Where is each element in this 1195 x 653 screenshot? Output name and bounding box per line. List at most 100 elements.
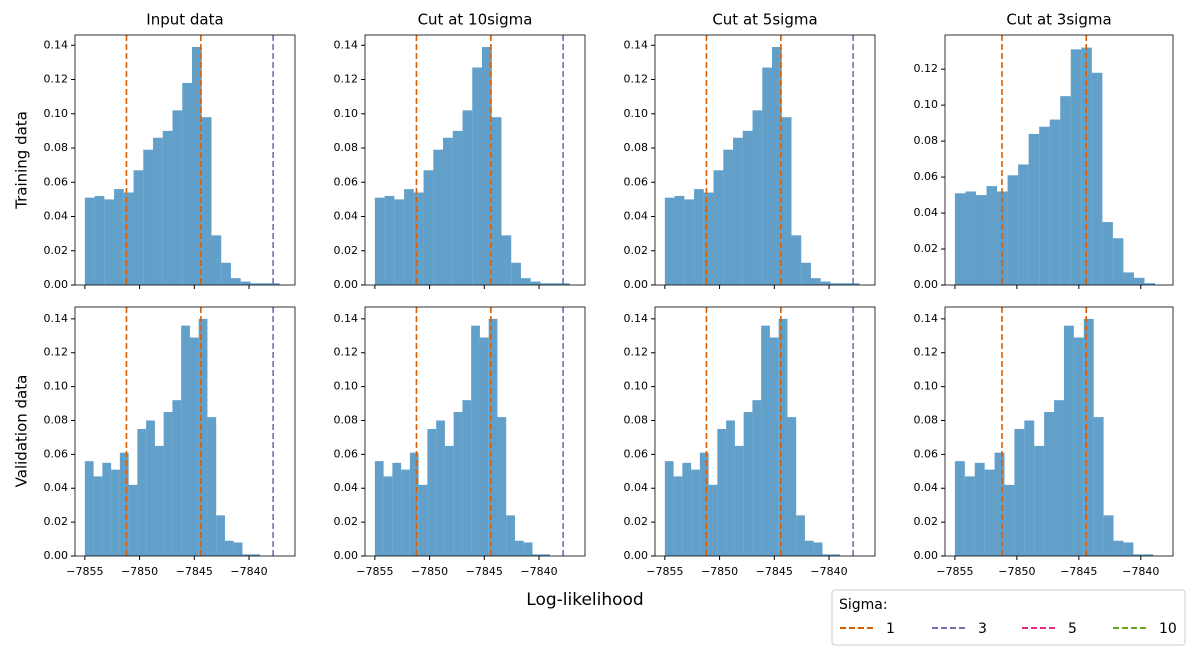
histogram-bar <box>423 170 434 285</box>
histogram-bar <box>752 110 763 285</box>
histogram-bar <box>201 117 212 286</box>
histogram-bar <box>251 554 260 556</box>
histogram-bar <box>501 235 512 285</box>
axes-frame <box>74 306 296 557</box>
y-tick-label: 0.08 <box>914 413 939 426</box>
histogram-bar <box>540 283 551 285</box>
histogram-bar <box>250 283 261 285</box>
row-label: Training data <box>13 111 31 210</box>
histogram-bar <box>221 262 231 285</box>
x-tick-label: −7845 <box>756 565 793 578</box>
y-tick-label: 0.02 <box>624 515 649 528</box>
histogram-bar <box>128 484 138 556</box>
histogram-bar <box>703 192 714 285</box>
histogram-bar <box>216 515 225 556</box>
histogram-bar <box>1054 400 1064 556</box>
histogram-bar <box>94 195 105 285</box>
histogram-bar <box>801 262 811 285</box>
histogram-bar <box>453 412 463 556</box>
axes-frame <box>74 34 296 286</box>
y-tick-label: 0.12 <box>44 73 69 86</box>
subplot-title: Cut at 10sigma <box>418 11 533 29</box>
histogram-bar <box>154 445 164 556</box>
histogram-bar <box>472 67 483 286</box>
histogram-bar <box>810 278 821 285</box>
histogram-bar <box>1014 428 1025 556</box>
histogram-bar <box>1004 484 1015 556</box>
histogram-bar <box>482 46 492 286</box>
y-tick-label: 0.08 <box>624 141 649 154</box>
axes-frame <box>364 306 586 557</box>
histogram-bar <box>664 197 675 285</box>
histogram-bar <box>954 193 966 285</box>
histogram-bar <box>1034 445 1045 556</box>
y-tick-label: 0.02 <box>44 244 69 257</box>
histogram-bar <box>1063 325 1074 556</box>
histogram-bar <box>1028 133 1040 285</box>
y-tick-label: 0.02 <box>624 244 649 257</box>
histogram-bar <box>123 192 134 285</box>
histogram-bar <box>1060 96 1071 285</box>
y-tick-label: 0.10 <box>44 107 69 120</box>
histogram-bar <box>211 235 222 285</box>
histogram-bar <box>269 283 280 285</box>
histogram-bar <box>830 283 841 285</box>
histogram-bar <box>734 445 744 556</box>
histogram-bar <box>471 325 480 556</box>
x-tick-label: −7845 <box>176 565 213 578</box>
histogram-bar <box>146 420 155 556</box>
subplot-title: Cut at 5sigma <box>712 11 817 29</box>
histogram-bar <box>1044 412 1055 556</box>
histogram-bar <box>102 462 112 556</box>
x-tick-label: −7840 <box>1122 565 1159 578</box>
histogram-bar <box>684 199 695 285</box>
histogram-bar <box>752 400 762 556</box>
histogram-bar <box>532 554 542 556</box>
histogram-bar <box>664 461 674 556</box>
histogram-bar <box>723 149 734 285</box>
histogram-bar <box>1112 238 1124 285</box>
histogram-bar <box>1039 126 1050 285</box>
histogram-bar <box>1083 318 1094 556</box>
x-tick-label: −7845 <box>1060 565 1097 578</box>
x-tick-label: −7855 <box>646 565 683 578</box>
y-tick-label: 0.00 <box>624 549 649 562</box>
y-tick-label: 0.14 <box>44 312 69 325</box>
histogram-bar <box>1007 175 1019 285</box>
histogram-bar <box>443 137 453 285</box>
y-tick-label: 0.14 <box>44 38 69 51</box>
histogram-bar <box>1144 283 1156 285</box>
y-tick-label: 0.14 <box>624 312 649 325</box>
legend-label: 10 <box>1159 621 1177 637</box>
histogram-bar <box>462 400 472 556</box>
histogram-bar <box>1093 417 1104 556</box>
histogram-bar <box>1133 554 1144 556</box>
y-tick-label: 0.12 <box>334 346 359 359</box>
y-tick-label: 0.14 <box>624 38 649 51</box>
y-tick-label: 0.10 <box>624 107 649 120</box>
histogram-bar <box>224 540 234 556</box>
y-tick-label: 0.06 <box>624 447 649 460</box>
y-tick-label: 0.10 <box>914 380 939 393</box>
histogram-bar <box>233 542 243 556</box>
y-tick-label: 0.12 <box>334 73 359 86</box>
histogram-bar <box>240 281 251 285</box>
histogram-bar <box>163 412 173 556</box>
histogram-bar <box>392 462 402 556</box>
y-tick-label: 0.00 <box>624 278 649 291</box>
histogram-bar <box>831 554 840 556</box>
histogram-bar <box>444 445 454 556</box>
x-tick-label: −7850 <box>701 565 738 578</box>
histogram-bar <box>436 420 445 556</box>
x-tick-label: −7840 <box>230 565 267 578</box>
histogram-bar <box>691 469 700 556</box>
histogram-bar <box>479 337 489 556</box>
histogram-bar <box>974 462 985 556</box>
histogram-bar <box>1049 119 1061 285</box>
y-tick-label: 0.10 <box>44 380 69 393</box>
axes-frame <box>654 34 876 286</box>
histogram-bar <box>514 540 524 556</box>
x-axis-label: Log-likelihood <box>526 590 643 610</box>
y-tick-label: 0.04 <box>914 206 939 219</box>
y-tick-label: 0.12 <box>44 346 69 359</box>
